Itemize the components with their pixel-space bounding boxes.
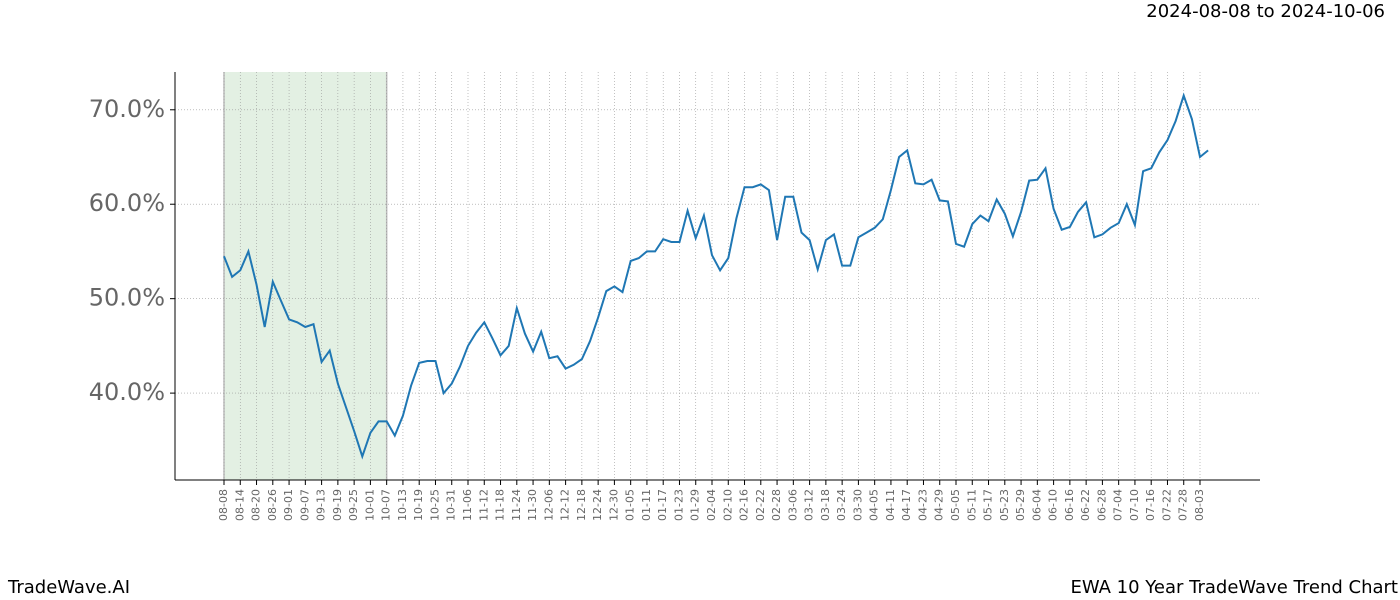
x-tick-label: 06-10 — [1047, 489, 1060, 521]
x-tick-label: 04-05 — [868, 489, 881, 521]
x-tick-label: 03-30 — [851, 489, 864, 521]
x-tick-label: 01-05 — [624, 489, 637, 521]
x-tick-label: 09-13 — [315, 489, 328, 521]
y-tick-label: 70.0% — [89, 95, 165, 123]
x-tick-label: 01-17 — [656, 489, 669, 521]
x-tick-label: 09-19 — [331, 489, 344, 521]
x-tick-label: 03-24 — [835, 489, 848, 521]
x-tick-label: 02-22 — [754, 489, 767, 521]
x-tick-label: 02-16 — [738, 489, 751, 521]
x-tick-label: 09-25 — [347, 489, 360, 521]
x-tick-label: 10-01 — [363, 489, 376, 521]
x-tick-label: 03-12 — [803, 489, 816, 521]
x-tick-label: 12-12 — [559, 489, 572, 521]
x-tick-label: 10-19 — [412, 489, 425, 521]
x-tick-label: 08-14 — [233, 489, 246, 521]
x-tick-label: 01-11 — [640, 489, 653, 521]
trend-line — [223, 92, 1209, 460]
y-tick-label: 40.0% — [89, 378, 165, 406]
x-tick-label: 10-13 — [396, 489, 409, 521]
x-tick-label: 06-04 — [1030, 489, 1043, 521]
x-tick-label: 07-16 — [1144, 489, 1157, 521]
x-tick-label: 08-20 — [250, 489, 263, 521]
x-tick-label: 07-04 — [1112, 489, 1125, 521]
x-tick-label: 02-10 — [721, 489, 734, 521]
x-tick-label: 07-22 — [1160, 489, 1173, 521]
x-tick-label: 09-01 — [282, 489, 295, 521]
x-tick-label: 01-23 — [672, 489, 685, 521]
x-tick-label: 12-06 — [542, 489, 555, 521]
x-tick-label: 07-28 — [1177, 489, 1190, 521]
x-tick-label: 04-29 — [933, 489, 946, 521]
x-tick-label: 06-16 — [1063, 489, 1076, 521]
date-range: 2024-08-08 to 2024-10-06 — [1146, 1, 1385, 22]
x-tick-label: 01-29 — [689, 489, 702, 521]
chart-title: EWA 10 Year TradeWave Trend Chart — [1070, 577, 1398, 598]
x-tick-label: 10-07 — [380, 489, 393, 521]
x-tick-label: 10-25 — [428, 489, 441, 521]
x-tick-label: 10-31 — [445, 489, 458, 521]
x-tick-label: 05-23 — [998, 489, 1011, 521]
x-tick-label: 02-28 — [770, 489, 783, 521]
x-tick-label: 04-17 — [900, 489, 913, 521]
x-tick-label: 08-26 — [266, 489, 279, 521]
x-tick-label: 06-22 — [1079, 489, 1092, 521]
x-tick-label: 03-06 — [786, 489, 799, 521]
x-tick-label: 05-17 — [982, 489, 995, 521]
x-tick-label: 05-29 — [1014, 489, 1027, 521]
x-tick-label: 12-30 — [607, 489, 620, 521]
x-tick-label: 11-06 — [461, 489, 474, 521]
x-tick-label: 07-10 — [1128, 489, 1141, 521]
x-tick-label: 04-23 — [916, 489, 929, 521]
x-tick-label: 02-04 — [705, 489, 718, 521]
x-tick-label: 06-28 — [1095, 489, 1108, 521]
y-tick-label: 50.0% — [89, 284, 165, 312]
x-tick-label: 12-18 — [575, 489, 588, 521]
x-tick-label: 05-05 — [949, 489, 962, 521]
x-tick-label: 08-03 — [1193, 489, 1206, 521]
x-tick-label: 11-30 — [526, 489, 539, 521]
x-tick-label: 11-12 — [477, 489, 490, 521]
y-tick-label: 60.0% — [89, 189, 165, 217]
x-tick-label: 11-24 — [510, 489, 523, 521]
brand: TradeWave.AI — [7, 577, 130, 598]
x-tick-label: 05-11 — [965, 489, 978, 521]
x-tick-label: 09-07 — [298, 489, 311, 521]
x-tick-label: 03-18 — [819, 489, 832, 521]
x-tick-label: 11-18 — [494, 489, 507, 521]
x-tick-label: 04-11 — [884, 489, 897, 521]
x-tick-label: 08-08 — [217, 489, 230, 521]
x-tick-label: 12-24 — [591, 489, 604, 521]
